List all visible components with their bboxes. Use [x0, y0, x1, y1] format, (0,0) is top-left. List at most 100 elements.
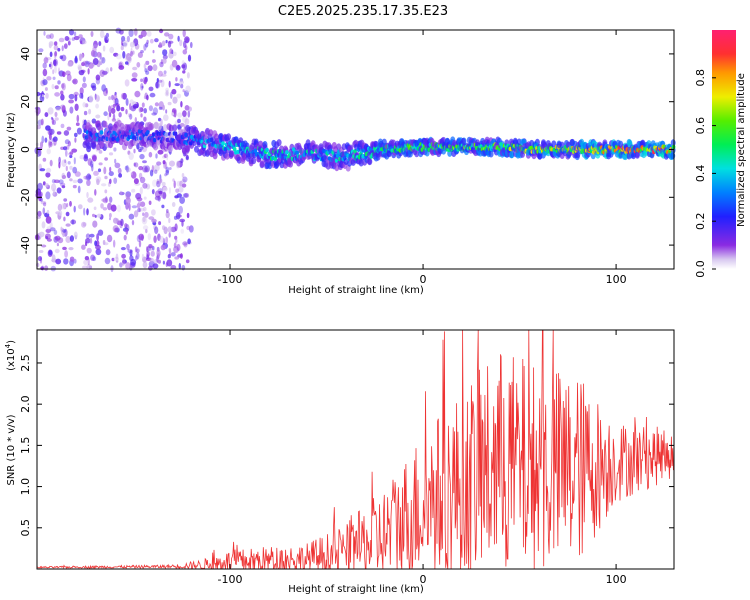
noise-blob	[61, 175, 67, 179]
noise-blob	[151, 112, 157, 116]
noise-blob	[101, 57, 106, 64]
noise-blob	[187, 110, 191, 118]
noise-blob	[95, 74, 101, 81]
noise-blob	[86, 247, 92, 254]
noise-blob	[142, 165, 148, 173]
noise-blob	[81, 221, 87, 228]
noise-blob	[114, 227, 119, 233]
noise-blob	[177, 112, 183, 118]
noise-blob	[85, 233, 91, 239]
noise-blob	[85, 241, 88, 247]
noise-blob	[179, 180, 183, 187]
noise-blob	[77, 66, 82, 71]
noise-blob	[82, 102, 86, 108]
snr-multiplier: (x104)	[4, 340, 17, 371]
noise-blob	[119, 262, 123, 268]
noise-blob	[118, 173, 122, 178]
noise-blob	[162, 186, 168, 192]
noise-blob	[163, 70, 167, 75]
spectrogram-ridge	[82, 119, 676, 172]
noise-blob	[167, 40, 172, 48]
noise-blob	[154, 190, 161, 198]
noise-blob	[46, 57, 52, 60]
noise-blob	[149, 257, 154, 263]
noise-blob	[145, 183, 151, 190]
noise-blob	[142, 160, 147, 164]
noise-blob	[64, 250, 68, 258]
noise-blob	[86, 179, 91, 186]
ridge-halo	[276, 139, 282, 147]
noise-blob	[58, 179, 64, 184]
noise-blob	[60, 94, 65, 101]
y-tick-label: 40	[19, 47, 32, 61]
noise-blob	[132, 103, 139, 109]
noise-blob	[69, 235, 74, 242]
noise-blob	[83, 259, 88, 266]
spectrogram-panel: -100 0 100 -40 -20 0 20 40 Height of straight …	[6, 27, 676, 296]
ridge-halo	[102, 120, 108, 128]
noise-blob	[108, 105, 112, 113]
noise-blob	[45, 191, 51, 200]
noise-blob	[124, 79, 130, 87]
noise-blob	[148, 200, 152, 205]
noise-blob	[133, 210, 139, 218]
noise-blob	[41, 94, 45, 98]
noise-blob	[97, 96, 100, 102]
noise-blob	[142, 212, 145, 216]
noise-blob	[143, 206, 147, 212]
noise-blob	[162, 260, 165, 265]
noise-blob	[129, 249, 133, 257]
noise-blob	[89, 237, 93, 244]
snr-x-ticks: -100 0 100	[218, 330, 627, 586]
noise-blob	[182, 70, 186, 74]
noise-blob	[133, 178, 139, 185]
noise-blob	[93, 170, 99, 176]
noise-blob	[71, 148, 78, 153]
noise-blob	[67, 61, 73, 67]
noise-blob	[87, 158, 93, 166]
noise-blob	[155, 81, 159, 89]
noise-blob	[101, 198, 107, 202]
noise-blob	[162, 160, 166, 165]
snr-panel: -100 0 100 0.5 1.0 1.5 2.0 2.5 Height of strai…	[4, 329, 675, 595]
x-tick-label: -100	[218, 573, 243, 586]
noise-blob	[184, 105, 190, 111]
x-tick-label: 0	[420, 573, 427, 586]
noise-blob	[46, 76, 52, 81]
snr-multiplier-base: (x10	[6, 348, 17, 371]
noise-blob	[69, 151, 74, 155]
ridge-halo	[86, 142, 92, 149]
noise-blob	[152, 107, 158, 115]
noise-blob	[140, 78, 143, 83]
noise-blob	[148, 105, 153, 112]
noise-blob	[129, 41, 135, 48]
noise-blob	[170, 265, 177, 270]
noise-blob	[56, 242, 60, 247]
noise-blob	[45, 92, 49, 99]
noise-blob	[183, 40, 187, 49]
noise-blob	[49, 61, 53, 70]
snr-y-label: SNR (10 * v/v)	[6, 414, 17, 485]
noise-blob	[138, 166, 144, 171]
noise-blob	[171, 59, 178, 68]
noise-blob	[168, 167, 172, 170]
noise-blob	[123, 234, 127, 241]
noise-blob	[50, 116, 54, 120]
noise-blob	[157, 259, 161, 264]
noise-blob	[47, 107, 54, 115]
noise-blob	[58, 156, 61, 165]
noise-blob	[85, 175, 88, 181]
noise-blob	[151, 59, 156, 63]
noise-blob	[61, 45, 64, 52]
noise-blob	[45, 236, 49, 240]
noise-blob	[142, 225, 149, 230]
noise-blob	[120, 247, 126, 251]
noise-blob	[171, 112, 174, 116]
ridge-core	[99, 130, 104, 135]
noise-blob	[43, 202, 47, 207]
noise-blob	[185, 156, 189, 161]
colorbar-gradient	[712, 30, 736, 269]
noise-blob	[179, 218, 186, 223]
noise-blob	[86, 61, 91, 65]
